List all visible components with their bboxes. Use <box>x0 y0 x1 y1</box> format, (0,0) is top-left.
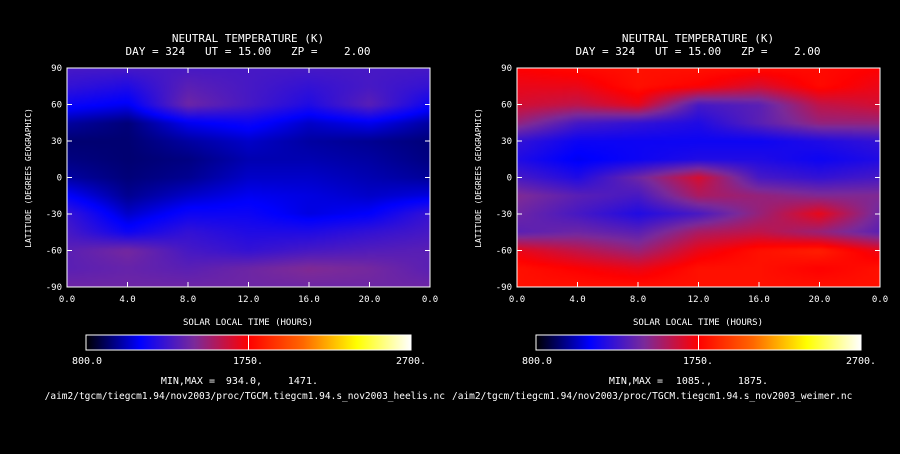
y-tick-label: 90 <box>51 64 62 74</box>
x-axis-label: SOLAR LOCAL TIME (HOURS) <box>633 318 763 328</box>
minmax-label: MIN,MAX = <box>161 376 215 387</box>
colorbar-min-label: 800.0 <box>522 356 552 367</box>
x-tick-label: 16.0 <box>748 295 770 305</box>
heatmap-image <box>517 68 880 287</box>
colorbar-max-label: 2700. <box>846 356 876 367</box>
max-value: 1471. <box>288 376 318 387</box>
y-tick-label: 60 <box>501 101 512 111</box>
y-tick-label: 0 <box>57 174 62 184</box>
min-value: 1085., <box>676 376 712 387</box>
colorbar-mid-label: 1750. <box>683 356 713 367</box>
y-tick-label: -60 <box>496 247 512 257</box>
max-value: 1875. <box>738 376 768 387</box>
minmax-label: MIN,MAX = <box>609 376 663 387</box>
x-tick-label: 0.0 <box>872 295 888 305</box>
x-tick-label: 4.0 <box>119 295 135 305</box>
heatmap-panel-right: NEUTRAL TEMPERATURE (K) DAY = 324 UT = 1… <box>474 32 888 387</box>
y-axis-label: LATITUDE (DEGREES GEOGRAPHIC) <box>24 108 33 248</box>
x-tick-label: 20.0 <box>359 295 381 305</box>
y-tick-label: -90 <box>496 283 512 293</box>
heatmap-image <box>67 68 430 287</box>
colorbar-min-label: 800.0 <box>72 356 102 367</box>
x-tick-label: 20.0 <box>809 295 831 305</box>
y-tick-label: 0 <box>507 174 512 184</box>
y-tick-label: 90 <box>501 64 512 74</box>
x-tick-label: 4.0 <box>569 295 585 305</box>
footer-path-right: /aim2/tgcm/tiegcm1.94/nov2003/proc/TGCM.… <box>452 391 852 402</box>
y-tick-label: 60 <box>51 101 62 111</box>
heatmap-panel-left: NEUTRAL TEMPERATURE (K) DAY = 324 UT = 1… <box>24 32 438 387</box>
y-tick-label: -30 <box>496 210 512 220</box>
y-axis-label: LATITUDE (DEGREES GEOGRAPHIC) <box>474 108 483 248</box>
y-tick-label: 30 <box>501 137 512 147</box>
colorbar-mid-label: 1750. <box>233 356 263 367</box>
chart-title: NEUTRAL TEMPERATURE (K) <box>172 32 324 45</box>
chart-title: NEUTRAL TEMPERATURE (K) <box>622 32 774 45</box>
min-value: 934.0, <box>226 376 262 387</box>
x-tick-label: 8.0 <box>630 295 646 305</box>
x-axis-label: SOLAR LOCAL TIME (HOURS) <box>183 318 313 328</box>
x-tick-label: 0.0 <box>509 295 525 305</box>
y-tick-label: 30 <box>51 137 62 147</box>
x-tick-label: 8.0 <box>180 295 196 305</box>
x-tick-label: 16.0 <box>298 295 320 305</box>
chart-subtitle: DAY = 324 UT = 15.00 ZP = 2.00 <box>575 45 820 58</box>
x-tick-label: 0.0 <box>59 295 75 305</box>
colorbar-max-label: 2700. <box>396 356 426 367</box>
y-tick-label: -30 <box>46 210 62 220</box>
footer-path-left: /aim2/tgcm/tiegcm1.94/nov2003/proc/TGCM.… <box>45 391 445 402</box>
y-tick-label: -60 <box>46 247 62 257</box>
x-tick-label: 12.0 <box>688 295 710 305</box>
chart-subtitle: DAY = 324 UT = 15.00 ZP = 2.00 <box>125 45 370 58</box>
x-tick-label: 12.0 <box>238 295 260 305</box>
y-tick-label: -90 <box>46 283 62 293</box>
x-tick-label: 0.0 <box>422 295 438 305</box>
